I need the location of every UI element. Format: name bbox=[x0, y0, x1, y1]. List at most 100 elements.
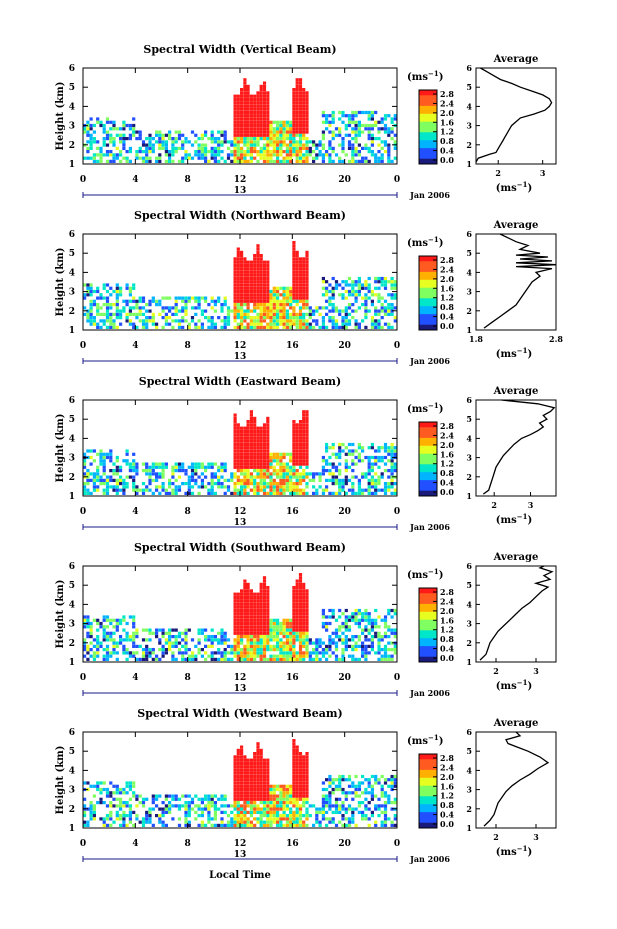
heatmap-cell bbox=[83, 823, 87, 827]
heatmap-cell bbox=[249, 638, 253, 642]
heatmap-cell bbox=[383, 625, 388, 629]
heatmap-cell bbox=[331, 293, 335, 297]
heatmap-cell bbox=[289, 325, 293, 329]
heatmap-cell bbox=[96, 153, 100, 157]
heatmap-cell bbox=[164, 638, 168, 642]
heatmap-cell bbox=[230, 810, 234, 814]
heatmap-cell bbox=[334, 153, 339, 157]
heatmap-cell bbox=[354, 159, 358, 163]
heatmap-cell bbox=[269, 289, 273, 294]
heatmap-cell bbox=[253, 615, 257, 619]
heatmap-cell bbox=[295, 579, 299, 583]
heatmap-cell bbox=[351, 644, 355, 648]
heatmap-cell bbox=[282, 482, 286, 486]
heatmap-cell bbox=[132, 641, 136, 645]
heatmap-cell bbox=[262, 423, 267, 427]
heatmap-cell bbox=[148, 651, 152, 655]
heatmap-cell bbox=[236, 774, 240, 779]
heatmap-cell bbox=[321, 654, 325, 658]
heatmap-cell bbox=[354, 133, 358, 137]
heatmap-cell bbox=[164, 306, 168, 310]
heatmap-cell bbox=[233, 104, 237, 108]
heatmap-cell bbox=[338, 127, 342, 131]
colorbar-tick-label: 2.0 bbox=[440, 440, 454, 450]
heatmap-cell bbox=[246, 130, 250, 134]
heatmap-cell bbox=[272, 306, 276, 310]
heatmap-cell bbox=[217, 475, 221, 479]
heatmap-cell bbox=[266, 631, 270, 635]
heatmap-cell bbox=[253, 605, 257, 609]
colorbar-segment bbox=[419, 134, 437, 139]
colorbar-segment bbox=[419, 290, 437, 294]
colorbar-segment bbox=[419, 630, 437, 634]
heatmap-cell bbox=[357, 130, 361, 134]
heatmap-cell bbox=[86, 631, 90, 635]
heatmap-cell bbox=[262, 143, 267, 147]
heatmap-cell bbox=[236, 475, 240, 479]
heatmap-cell bbox=[197, 638, 201, 642]
heatmap-cell bbox=[266, 156, 270, 160]
heatmap-cell bbox=[334, 322, 339, 326]
heatmap-cell bbox=[96, 485, 100, 489]
heatmap-cell bbox=[377, 625, 381, 629]
heatmap-cell bbox=[246, 635, 250, 639]
heatmap-cell bbox=[233, 117, 237, 121]
heatmap-cell bbox=[393, 462, 397, 466]
heatmap-cell bbox=[266, 286, 270, 290]
heatmap-cell bbox=[282, 475, 286, 479]
heatmap-cell bbox=[236, 768, 240, 772]
heatmap-cell bbox=[259, 801, 263, 805]
heatmap-cell bbox=[318, 478, 322, 482]
heatmap-cell bbox=[262, 289, 267, 294]
heatmap-cell bbox=[328, 455, 332, 460]
heatmap-cell bbox=[236, 107, 240, 111]
heatmap-cell bbox=[331, 462, 335, 466]
heatmap-cell bbox=[292, 761, 296, 765]
heatmap-cell bbox=[295, 423, 299, 427]
heatmap-cell bbox=[285, 482, 289, 486]
heatmap-cell bbox=[282, 791, 286, 795]
heatmap-cell bbox=[354, 120, 358, 124]
heatmap-cell bbox=[269, 644, 273, 648]
heatmap-cell bbox=[328, 140, 332, 144]
heatmap-cell bbox=[243, 78, 247, 82]
heatmap-cell bbox=[151, 491, 155, 495]
heatmap-cell bbox=[223, 296, 227, 300]
heatmap-cell bbox=[190, 657, 195, 661]
heatmap-cell bbox=[220, 631, 224, 635]
heatmap-cell bbox=[272, 459, 276, 463]
heatmap-cell bbox=[289, 657, 293, 661]
heatmap-cell bbox=[269, 156, 273, 160]
heatmap-cell bbox=[367, 488, 371, 492]
heatmap-cell bbox=[272, 469, 276, 473]
heatmap-cell bbox=[262, 101, 267, 105]
heatmap-cell bbox=[259, 602, 263, 606]
heatmap-cell bbox=[328, 299, 332, 303]
heatmap-cell bbox=[253, 635, 257, 639]
heatmap-cell bbox=[331, 608, 335, 613]
heatmap-cell bbox=[364, 455, 368, 460]
heatmap-cell bbox=[141, 817, 146, 821]
heatmap-cell bbox=[292, 745, 296, 749]
heatmap-cell bbox=[240, 807, 244, 811]
x-tick-label: 8 bbox=[185, 175, 191, 185]
heatmap-cell bbox=[341, 110, 345, 115]
x-tick-label: 4 bbox=[132, 673, 138, 683]
heatmap-cell bbox=[243, 579, 247, 583]
heatmap-cell bbox=[364, 303, 368, 307]
heatmap-cell bbox=[92, 156, 96, 160]
heatmap-cell bbox=[328, 615, 332, 619]
heatmap-cell bbox=[279, 452, 283, 456]
heatmap-cell bbox=[266, 638, 270, 642]
heatmap-cell bbox=[253, 485, 257, 489]
heatmap-cell bbox=[344, 482, 348, 486]
heatmap-cell bbox=[383, 117, 388, 121]
average-title: Average bbox=[493, 552, 539, 563]
heatmap-cell bbox=[125, 156, 129, 160]
unit-base: (ms bbox=[407, 404, 428, 415]
heatmap-cell bbox=[266, 820, 270, 824]
heatmap-cell bbox=[253, 475, 257, 479]
heatmap-cell bbox=[292, 449, 296, 453]
heatmap-cell bbox=[298, 433, 303, 437]
heatmap-cell bbox=[161, 814, 165, 818]
